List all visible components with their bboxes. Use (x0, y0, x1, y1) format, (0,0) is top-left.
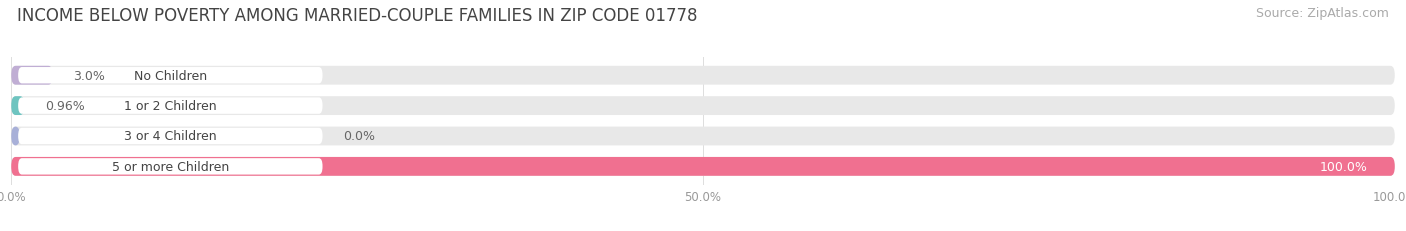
Text: Source: ZipAtlas.com: Source: ZipAtlas.com (1256, 7, 1389, 20)
Text: 5 or more Children: 5 or more Children (111, 160, 229, 173)
FancyBboxPatch shape (11, 97, 24, 116)
Text: 3.0%: 3.0% (73, 70, 105, 82)
Text: INCOME BELOW POVERTY AMONG MARRIED-COUPLE FAMILIES IN ZIP CODE 01778: INCOME BELOW POVERTY AMONG MARRIED-COUPL… (17, 7, 697, 25)
Text: 100.0%: 100.0% (1319, 160, 1367, 173)
FancyBboxPatch shape (11, 127, 20, 146)
FancyBboxPatch shape (18, 158, 322, 175)
Text: 0.96%: 0.96% (45, 100, 84, 113)
FancyBboxPatch shape (18, 68, 322, 84)
FancyBboxPatch shape (11, 127, 1395, 146)
Text: 3 or 4 Children: 3 or 4 Children (124, 130, 217, 143)
Text: 1 or 2 Children: 1 or 2 Children (124, 100, 217, 113)
FancyBboxPatch shape (11, 97, 1395, 116)
FancyBboxPatch shape (11, 157, 1395, 176)
FancyBboxPatch shape (11, 67, 53, 85)
FancyBboxPatch shape (18, 128, 322, 145)
FancyBboxPatch shape (11, 67, 1395, 85)
FancyBboxPatch shape (18, 98, 322, 114)
Text: No Children: No Children (134, 70, 207, 82)
FancyBboxPatch shape (11, 157, 1395, 176)
Text: 0.0%: 0.0% (343, 130, 375, 143)
